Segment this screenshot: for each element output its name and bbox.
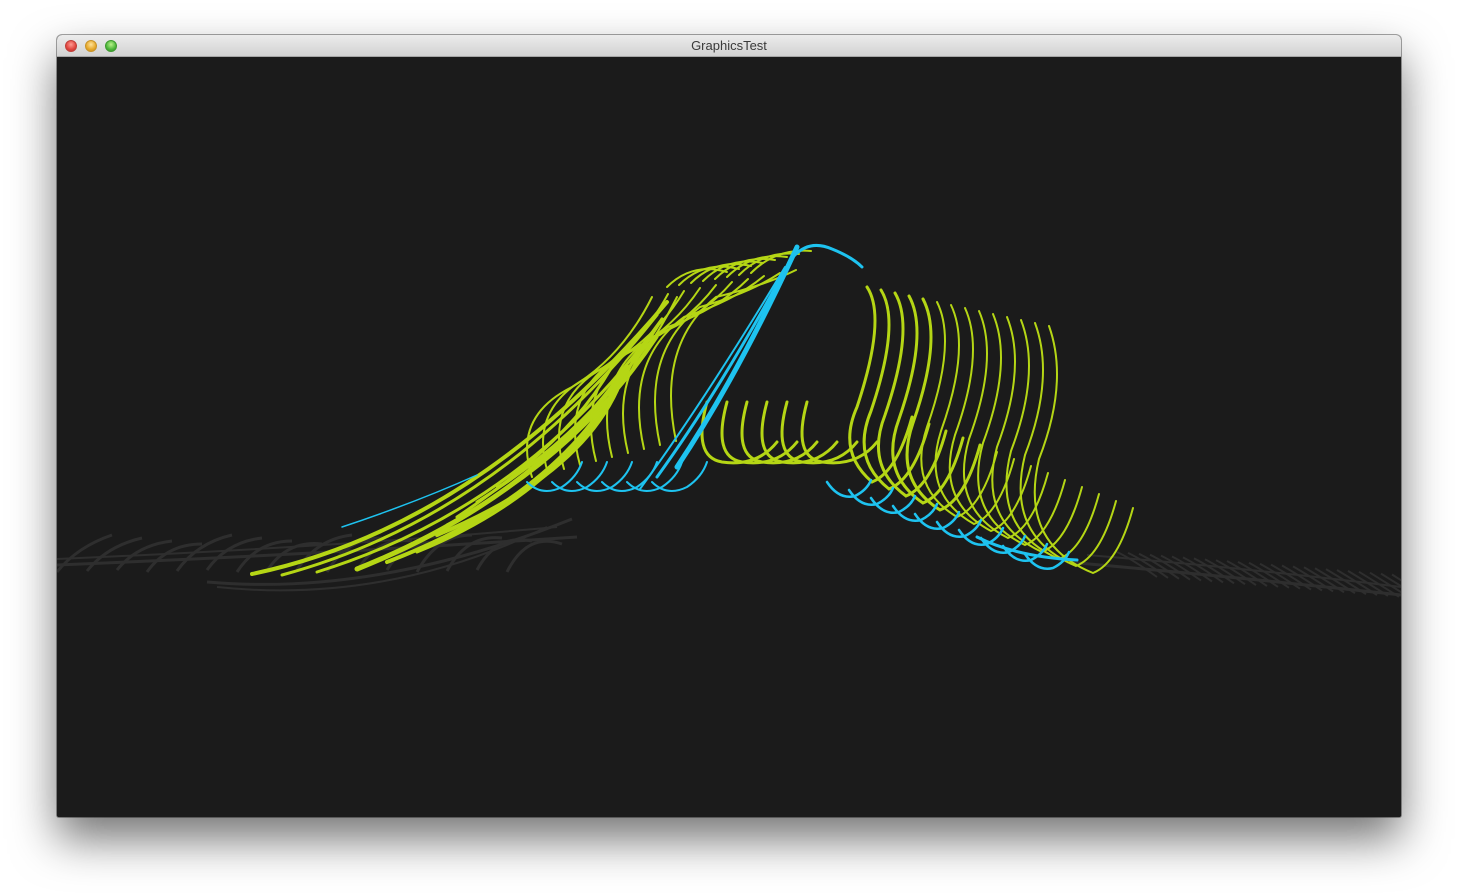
lime-arc <box>654 272 781 446</box>
ground-stroke <box>1380 572 1401 588</box>
lime-arc <box>558 290 685 470</box>
ground-stroke <box>1270 563 1312 591</box>
ground-stroke <box>115 539 173 571</box>
ground-stroke <box>206 517 573 586</box>
cyan-strokes <box>341 243 1079 570</box>
close-button[interactable] <box>65 40 77 52</box>
cyan-scallop <box>576 461 633 492</box>
ground-stroke <box>1204 558 1246 586</box>
cyan-scallop <box>935 518 983 538</box>
lime-stroke <box>445 335 659 527</box>
ground-stroke <box>1226 560 1268 587</box>
cyan-scallop <box>651 461 708 492</box>
app-window: GraphicsTest <box>57 35 1401 817</box>
lime-loop <box>991 316 1083 554</box>
lime-stroke <box>435 388 619 537</box>
lime-arc <box>750 249 812 274</box>
lime-loop <box>977 313 1066 547</box>
ground-stroke <box>1182 556 1224 584</box>
title-bar[interactable]: GraphicsTest <box>57 35 1401 57</box>
cyan-stroke <box>341 474 478 528</box>
ground-stroke <box>1149 553 1191 581</box>
cyan-stroke <box>975 535 1079 562</box>
ground-stroke <box>1391 573 1401 582</box>
lime-loop <box>740 400 819 465</box>
cyan-stroke <box>639 266 786 490</box>
ground-stroke <box>1215 559 1257 586</box>
cyan-scallop <box>869 494 917 514</box>
ground-stroke <box>57 533 113 573</box>
lime-loop <box>1005 319 1100 561</box>
ground-stroke <box>1086 554 1401 588</box>
graphics-render <box>57 243 1401 598</box>
ground-stroke <box>1138 552 1180 580</box>
cyan-scallop <box>891 502 939 522</box>
ground-stroke <box>1259 562 1301 590</box>
lime-arc <box>590 284 717 462</box>
lime-stroke <box>496 296 678 488</box>
lime-strokes <box>250 249 1134 577</box>
ground-stroke <box>1237 561 1279 588</box>
lime-loop <box>800 400 879 465</box>
ground-stroke <box>265 542 323 572</box>
lime-arc <box>574 287 701 466</box>
ground-stroke <box>57 526 558 560</box>
ground-stroke <box>1193 557 1235 585</box>
ground-stroke <box>1160 554 1202 582</box>
lime-loop <box>760 400 839 465</box>
lime-loop <box>920 301 998 519</box>
ground-stroke <box>1248 561 1290 589</box>
ground-stroke <box>216 526 548 592</box>
lime-loop <box>720 400 799 465</box>
lime-loop <box>1019 322 1117 568</box>
lime-loop <box>1033 325 1134 575</box>
ground-stroke <box>57 535 578 567</box>
cyan-scallop <box>626 461 683 492</box>
lime-arc <box>726 255 788 278</box>
ground-stroke <box>1066 560 1401 597</box>
lime-loop <box>780 400 859 465</box>
ground-stroke <box>1369 571 1401 594</box>
cyan-scallop <box>601 461 658 492</box>
minimize-button[interactable] <box>85 40 97 52</box>
lime-arc <box>666 268 728 288</box>
window-title: GraphicsTest <box>691 38 767 53</box>
cyan-scallop <box>526 461 583 492</box>
cyan-scallop <box>847 486 895 506</box>
ground-stroke <box>1116 551 1158 578</box>
ground-stroke <box>205 536 263 571</box>
ground-stroke <box>85 536 143 572</box>
ground-stroke <box>175 533 233 572</box>
cyan-scallop <box>825 478 873 498</box>
ground-stroke <box>1127 551 1169 579</box>
ground-stroke <box>145 542 203 573</box>
ground-stroke <box>1171 555 1213 583</box>
lime-loop <box>905 297 982 512</box>
cyan-scallop <box>1023 550 1071 570</box>
lime-loop <box>934 304 1015 526</box>
cyan-stroke <box>655 255 794 479</box>
lime-arc <box>670 269 797 442</box>
graphics-canvas[interactable] <box>57 57 1401 817</box>
zoom-button[interactable] <box>105 40 117 52</box>
lime-loop <box>891 294 965 505</box>
ground-strokes <box>57 517 1401 598</box>
cyan-scallop <box>551 461 608 492</box>
lime-arc <box>678 265 740 286</box>
ground-stroke <box>505 539 563 573</box>
cyan-stroke <box>674 244 800 470</box>
lime-loop <box>876 291 948 498</box>
cyan-stroke <box>791 243 864 269</box>
